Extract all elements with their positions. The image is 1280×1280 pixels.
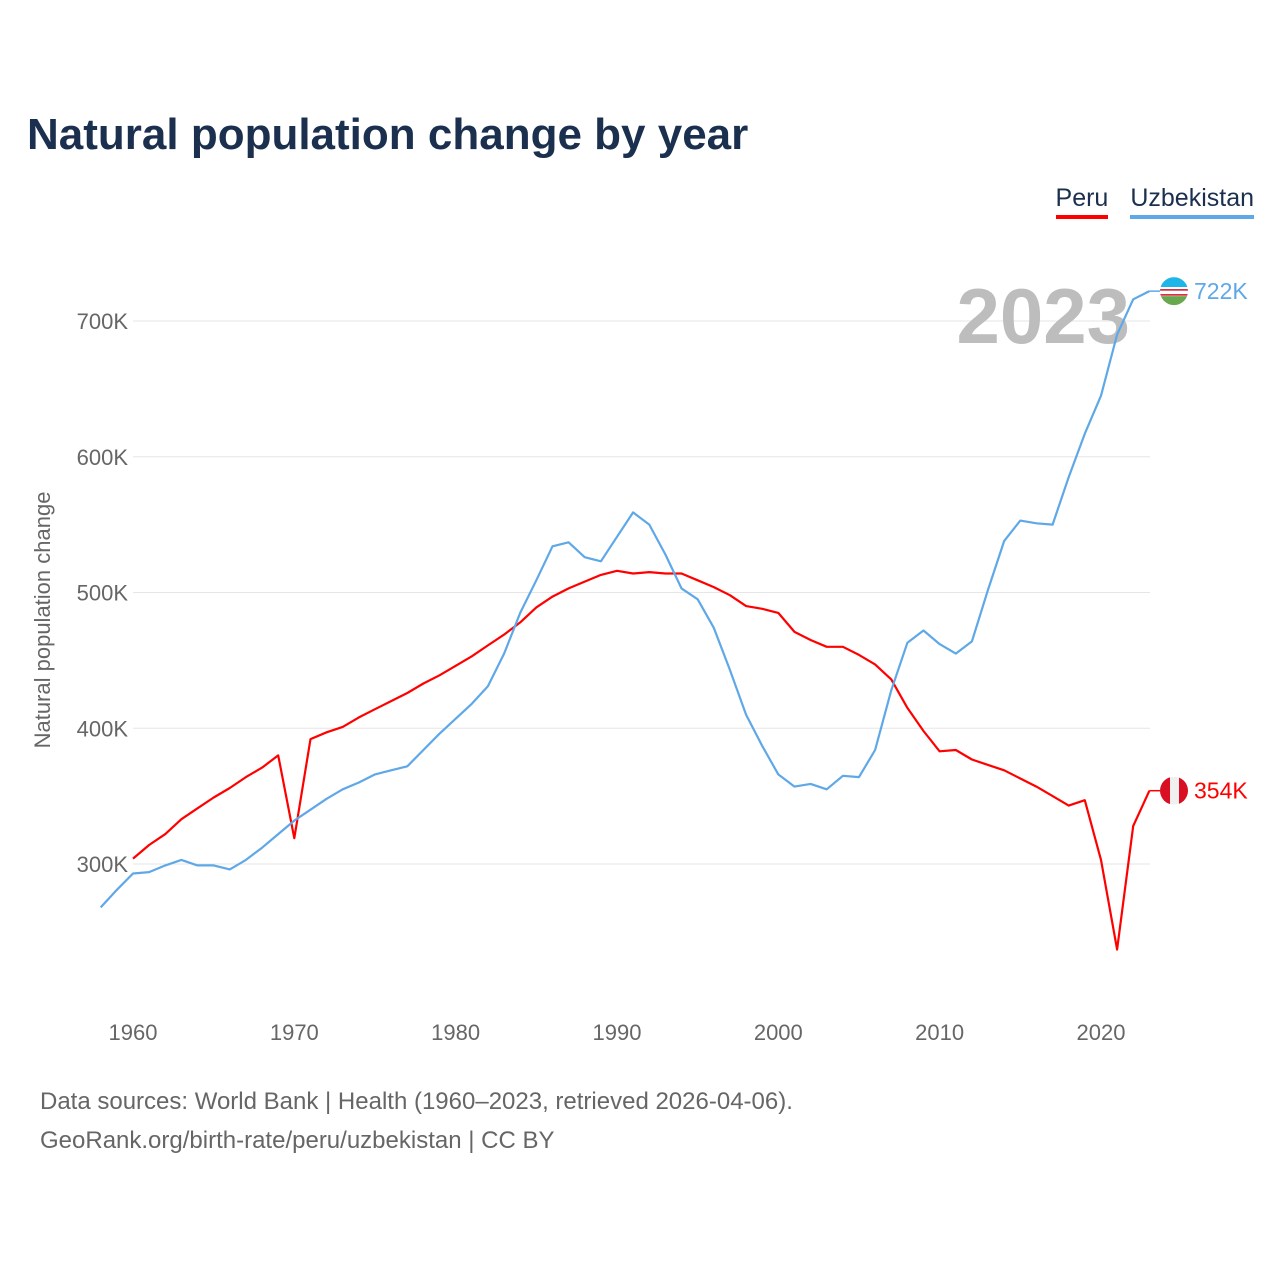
x-tick-label: 2010 — [915, 1020, 964, 1045]
y-tick-label: 400K — [77, 716, 129, 741]
peru-flag-icon — [1160, 776, 1188, 805]
series-line-peru[interactable] — [132, 569, 1151, 951]
x-tick-label: 2020 — [1077, 1020, 1126, 1045]
x-tick-label: 1990 — [593, 1020, 642, 1045]
legend-item-peru[interactable]: Peru — [1055, 184, 1109, 219]
x-tick-label: 1980 — [431, 1020, 480, 1045]
year-watermark: 2023 — [956, 272, 1130, 360]
y-tick-label: 600K — [77, 445, 129, 470]
footer-sources: Data sources: World Bank | Health (1960–… — [40, 1088, 793, 1115]
y-tick-label: 700K — [77, 309, 129, 334]
x-tick-label: 1970 — [270, 1020, 319, 1045]
page-title: Natural population change by year — [27, 110, 749, 159]
end-value-label-uzbekistan: 722K — [1194, 278, 1248, 304]
x-tick-label: 1960 — [109, 1020, 158, 1045]
end-value-label-peru: 354K — [1194, 778, 1248, 804]
y-tick-label: 500K — [77, 581, 129, 606]
x-tick-label: 2000 — [754, 1020, 803, 1045]
footer-link[interactable]: GeoRank.org/birth-rate/peru/uzbekistan |… — [40, 1127, 555, 1154]
y-tick-label: 300K — [77, 852, 129, 877]
y-axis-label: Natural population change — [30, 492, 55, 749]
series-line-uzbekistan[interactable] — [99, 290, 1150, 909]
legend: Peru Uzbekistan — [1055, 184, 1254, 219]
legend-item-uzbekistan[interactable]: Uzbekistan — [1130, 184, 1254, 219]
uzbekistan-flag-icon — [1160, 277, 1188, 306]
